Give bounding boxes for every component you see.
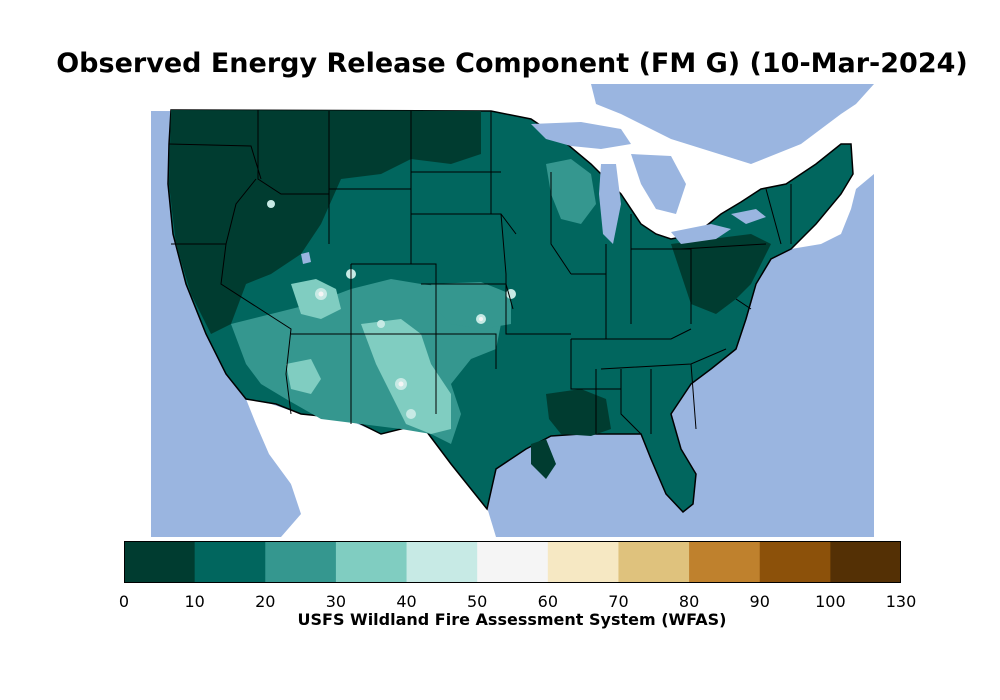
colorbar-tick-label: 70 — [608, 592, 629, 611]
lake-michigan — [599, 164, 621, 244]
spot-50-60-3 — [479, 317, 483, 321]
colorbar-tick-label: 0 — [118, 592, 130, 611]
colorbar-bin-80-90 — [689, 541, 761, 583]
lake-erie — [671, 224, 731, 244]
colorbar-bin-0-10 — [124, 541, 196, 583]
lake-ontario — [731, 209, 766, 224]
colorbar-tick-label: 100 — [815, 592, 846, 611]
map-title: Observed Energy Release Component (FM G)… — [56, 48, 968, 79]
state-borders — [168, 110, 792, 435]
colorbar-bin-70-80 — [618, 541, 690, 583]
region-30-40-nm — [361, 319, 451, 434]
lake-superior — [531, 122, 631, 149]
colorbar-bin-60-70 — [547, 541, 619, 583]
region-20-30-wi — [546, 159, 596, 224]
colorbar-tick-label: 40 — [396, 592, 417, 611]
colorbar-tick-label: 50 — [466, 592, 488, 611]
spot-50-60-2 — [398, 381, 404, 387]
colorbar-tick-label: 30 — [325, 592, 347, 611]
colorbar-bin-90-100 — [759, 541, 831, 583]
colorbar-tick-label: 90 — [749, 592, 770, 611]
region-0-10-nw — [169, 110, 481, 334]
lake-huron — [631, 154, 686, 214]
colorbar-tick-label: 60 — [537, 592, 558, 611]
colorbar-bin-50-60 — [477, 541, 549, 583]
baja-land — [251, 406, 336, 534]
region-20-30-ks — [431, 282, 511, 329]
colorbar-caption: USFS Wildland Fire Assessment System (WF… — [297, 610, 727, 629]
canada-land — [151, 84, 874, 249]
colorbar-tick-label: 20 — [255, 592, 276, 611]
region-0-10-ne — [671, 234, 771, 314]
colorbar-bin-100-130 — [830, 541, 901, 583]
colorbar-bin-30-40 — [335, 541, 408, 583]
spot-50-60-1 — [318, 291, 324, 297]
spot-40-50-4 — [406, 409, 416, 419]
region-30-40-az — [286, 359, 321, 394]
colorbar-bin-10-20 — [194, 541, 266, 583]
colorbar — [124, 541, 901, 583]
spot-40-50-8 — [267, 200, 275, 208]
region-0-10-tx — [531, 439, 556, 479]
region-0-10-se — [546, 389, 611, 436]
region-30-40-ut — [291, 279, 341, 319]
colorbar-tick-label: 80 — [678, 592, 700, 611]
ercmap — [151, 84, 874, 537]
spot-40-50-7 — [377, 320, 385, 328]
colorbar-tick-label: 130 — [885, 592, 917, 611]
great-salt-lake — [301, 252, 311, 264]
colorbar-bin-20-30 — [265, 541, 337, 583]
colorbar-bin-40-50 — [406, 541, 478, 583]
colorbar-tick-label: 10 — [184, 592, 205, 611]
